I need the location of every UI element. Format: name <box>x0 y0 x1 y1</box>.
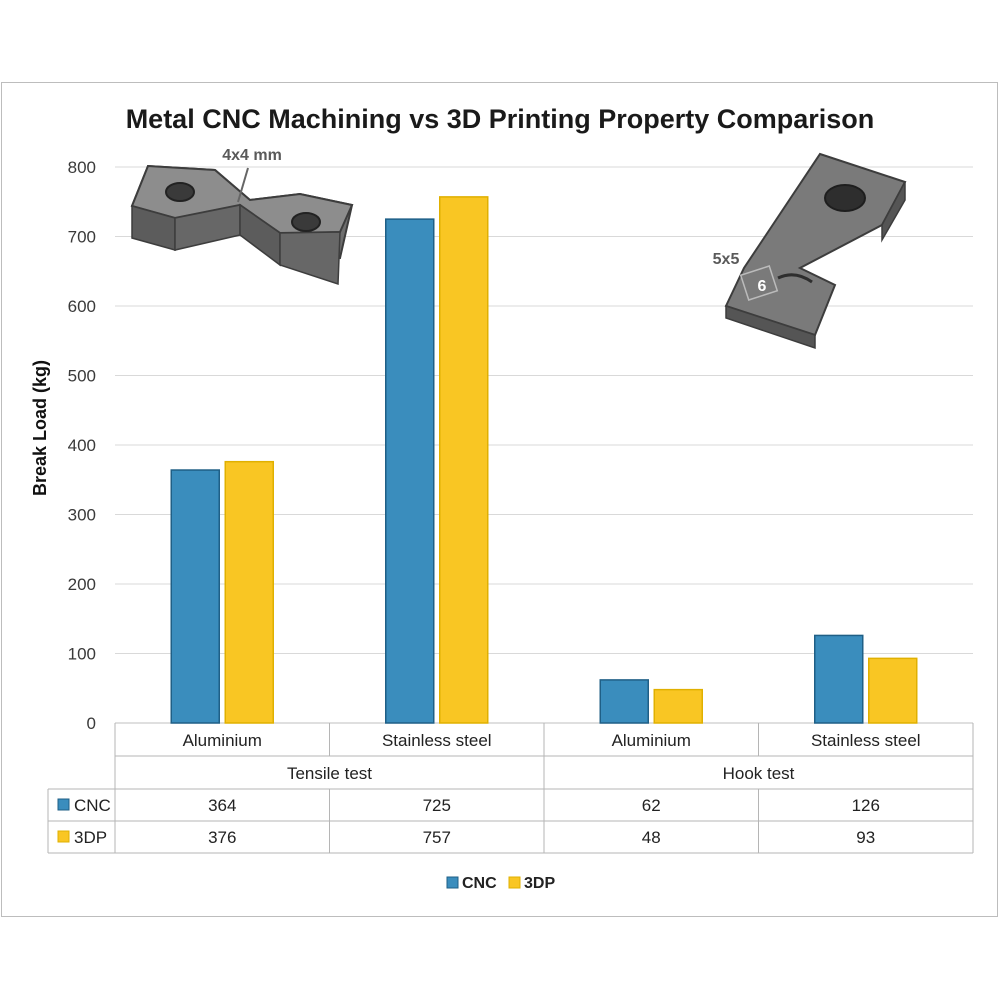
y-tick-label: 200 <box>68 575 96 594</box>
hook-specimen-number: 6 <box>758 278 767 295</box>
bar-cnc-2 <box>599 679 649 724</box>
table-legend-key-3dp <box>57 830 70 843</box>
y-tick-label: 300 <box>68 506 96 525</box>
x-category-label: Stainless steel <box>382 731 492 750</box>
table-cell-value: 364 <box>208 796 236 815</box>
table-cell-value: 757 <box>423 828 451 847</box>
y-tick-label: 600 <box>68 297 96 316</box>
x-category-label: Aluminium <box>183 731 262 750</box>
bar-3dp-1 <box>439 196 489 724</box>
y-axis-label: Break Load (kg) <box>30 360 50 496</box>
table-cell-value: 48 <box>642 828 661 847</box>
y-axis-ticks: 0 100 200 300 400 500 600 700 800 <box>68 158 96 733</box>
y-tick-label: 500 <box>68 367 96 386</box>
data-table: Aluminium Stainless steel Aluminium Stainle… <box>47 723 974 854</box>
table-series-label: CNC <box>74 796 111 815</box>
y-tick-label: 0 <box>87 714 96 733</box>
legend-label-cnc: CNC <box>462 875 497 892</box>
bar-3dp-3 <box>868 657 918 724</box>
bar-3dp-2 <box>653 688 703 724</box>
tensile-specimen-illustration: 4x4 mm <box>130 147 354 286</box>
table-cell-value: 725 <box>423 796 451 815</box>
bar-cnc-0 <box>170 469 220 724</box>
table-cell-value: 126 <box>852 796 880 815</box>
bars <box>170 196 918 724</box>
tensile-specimen-label: 4x4 mm <box>222 147 282 164</box>
legend-key-3dp <box>508 876 521 889</box>
bar-cnc-3 <box>814 634 864 724</box>
x-category-label: Aluminium <box>612 731 691 750</box>
table-cell-value: 376 <box>208 828 236 847</box>
bar-3dp-0 <box>224 460 274 724</box>
x-group-label: Tensile test <box>287 764 372 783</box>
chart-title: Metal CNC Machining vs 3D Printing Prope… <box>126 104 875 134</box>
y-tick-label: 100 <box>68 645 96 664</box>
legend-label-3dp: 3DP <box>524 875 555 892</box>
table-legend-key-cnc <box>57 798 70 811</box>
hook-specimen-illustration: 5x5 6 <box>713 152 907 350</box>
table-series-label: 3DP <box>74 828 107 847</box>
y-tick-label: 400 <box>68 436 96 455</box>
legend: CNC 3DP <box>446 875 555 892</box>
bar-cnc-1 <box>385 218 435 724</box>
legend-key-cnc <box>446 876 459 889</box>
y-tick-label: 700 <box>68 228 96 247</box>
x-category-label: Stainless steel <box>811 731 921 750</box>
table-cell-value: 93 <box>856 828 875 847</box>
table-cell-value: 62 <box>642 796 661 815</box>
y-tick-label: 800 <box>68 158 96 177</box>
x-group-label: Hook test <box>723 764 795 783</box>
hook-specimen-label: 5x5 <box>713 251 740 268</box>
